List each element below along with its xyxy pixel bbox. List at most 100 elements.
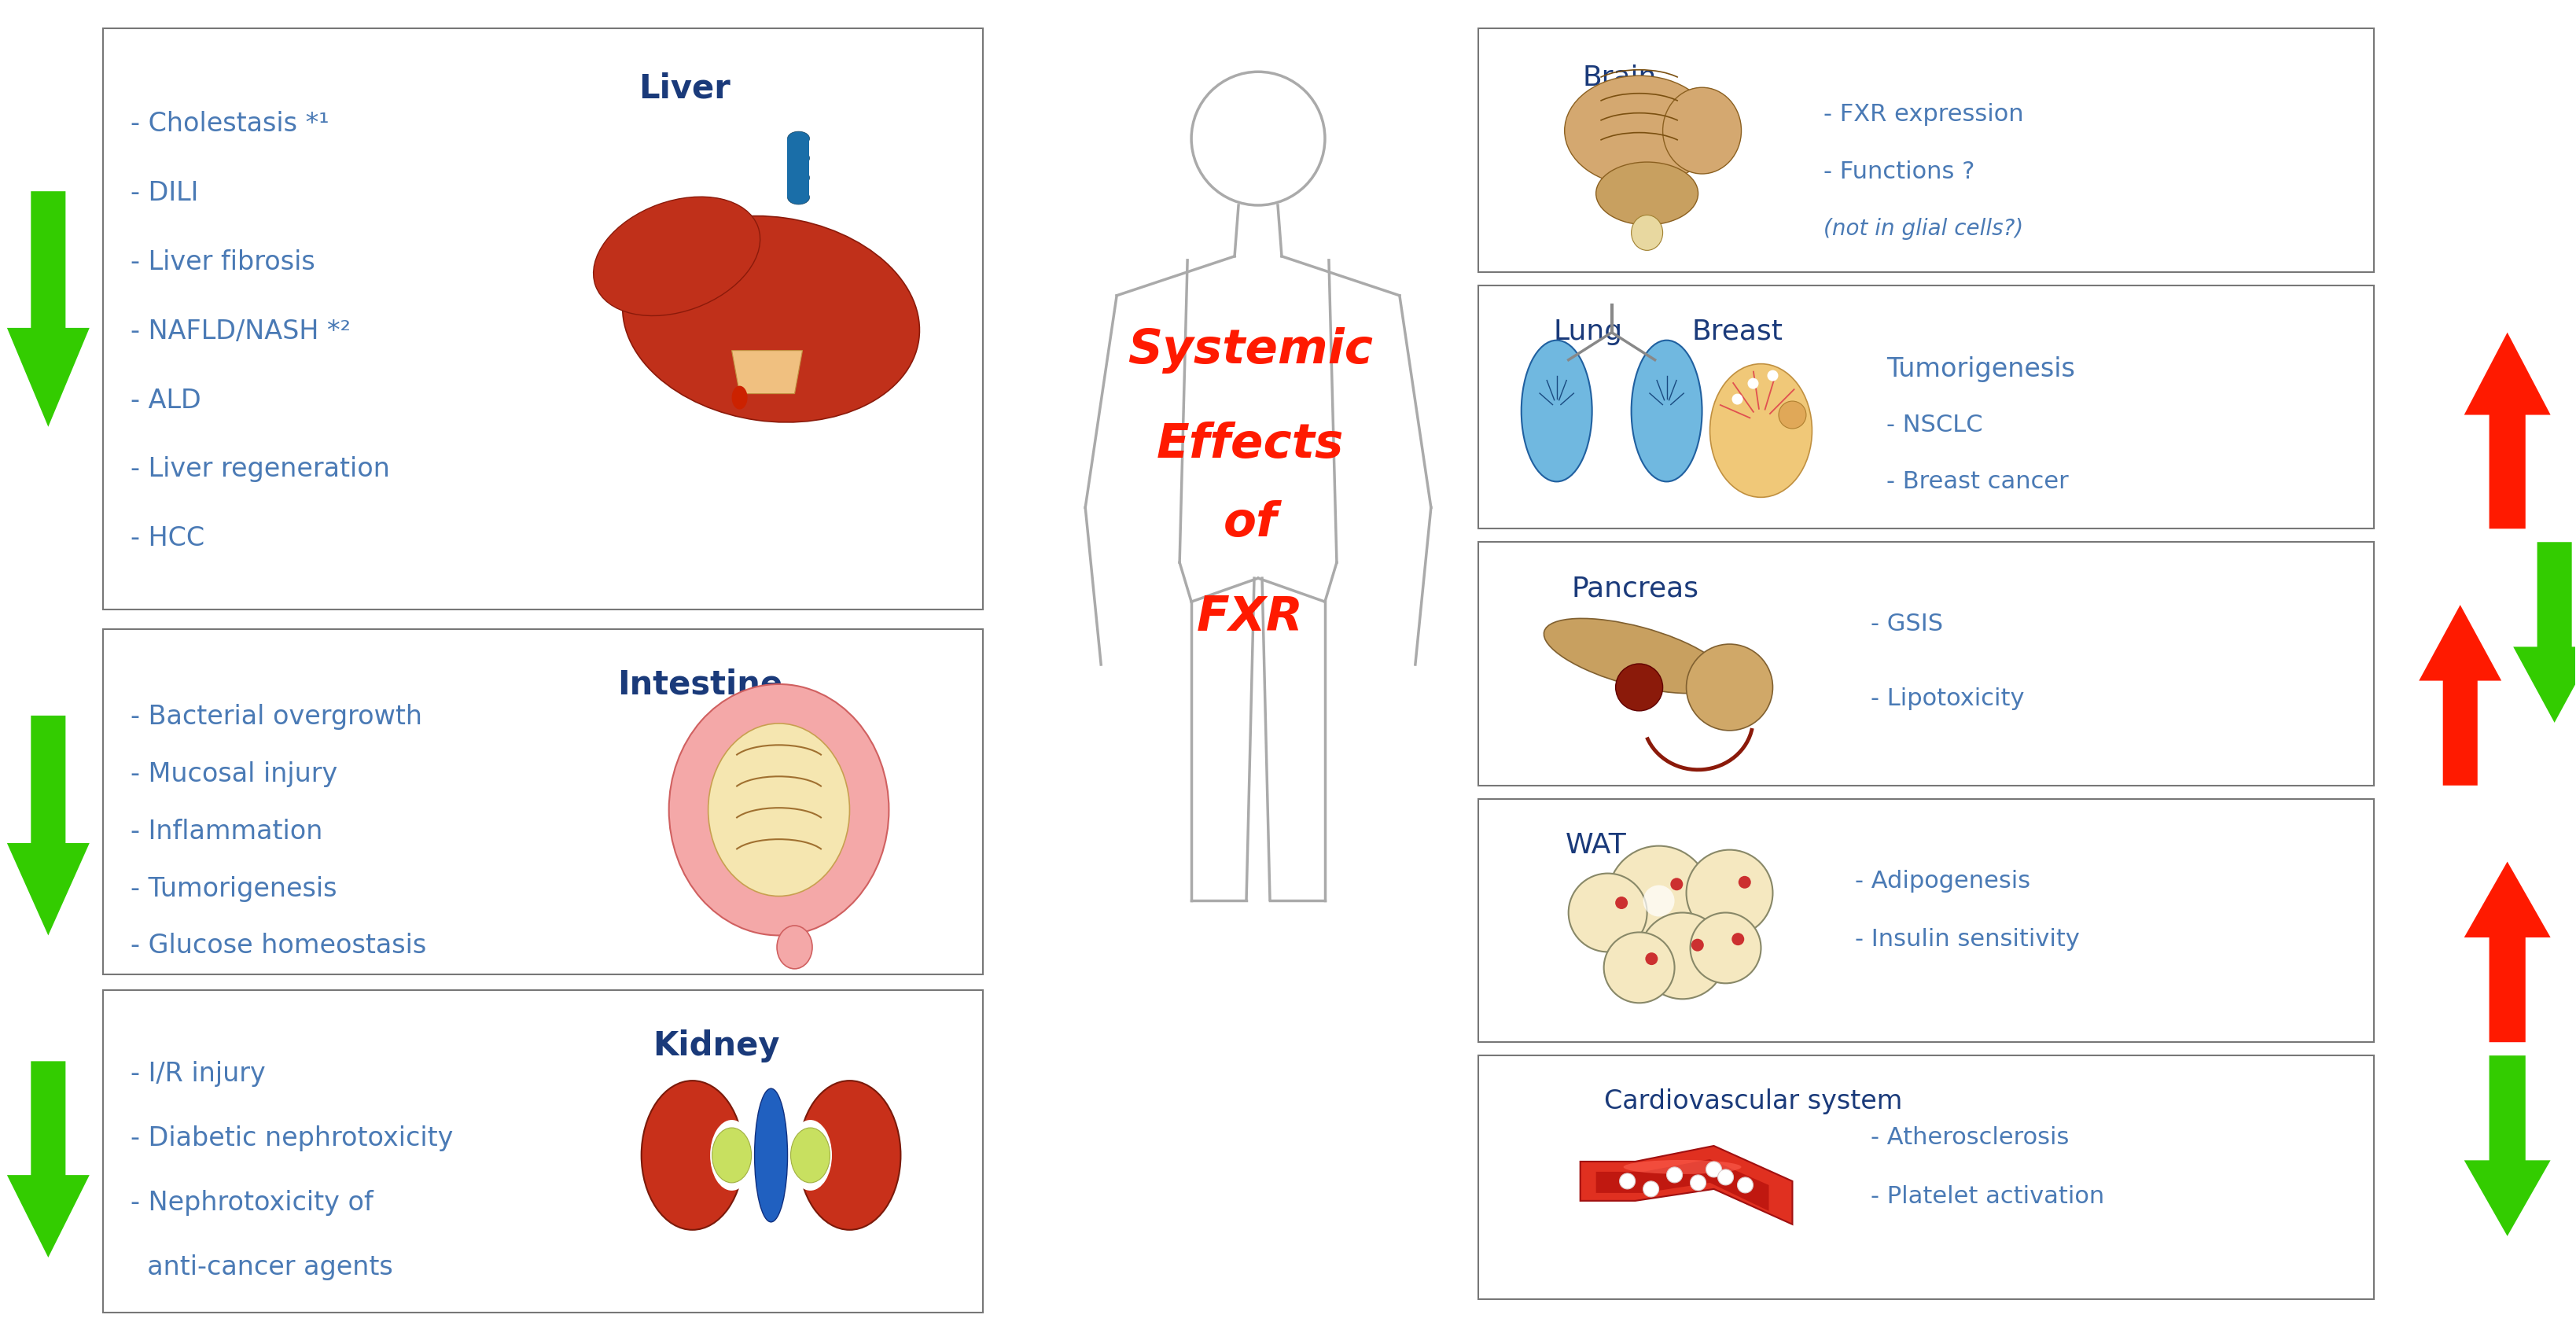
Text: - Cholestasis *¹: - Cholestasis *¹ [131,111,330,137]
Ellipse shape [788,132,809,145]
Circle shape [1605,932,1674,1002]
Text: - GSIS: - GSIS [1870,613,1942,636]
Text: - HCC: - HCC [131,525,204,552]
Ellipse shape [791,1128,829,1182]
Bar [1479,543,2372,785]
Polygon shape [2465,332,2550,529]
Text: Tumorigenesis: Tumorigenesis [1886,356,2076,383]
Circle shape [1646,953,1659,965]
Bar [103,28,984,609]
Ellipse shape [1522,340,1592,481]
Text: - Bacterial overgrowth: - Bacterial overgrowth [131,704,422,729]
Bar [1479,285,2372,529]
Polygon shape [2465,861,2550,1042]
Ellipse shape [788,1120,832,1190]
Ellipse shape [1631,215,1662,251]
Text: - Glucose homeostasis: - Glucose homeostasis [131,933,428,958]
Text: - Liver regeneration: - Liver regeneration [131,456,389,483]
Ellipse shape [799,1081,902,1230]
Circle shape [1615,897,1628,909]
Circle shape [1669,878,1682,890]
Circle shape [1718,1169,1734,1185]
Text: - Insulin sensitivity: - Insulin sensitivity [1855,928,2079,952]
Ellipse shape [623,216,920,423]
Ellipse shape [592,197,760,316]
Text: FXR: FXR [1198,595,1303,641]
Ellipse shape [732,385,747,409]
Polygon shape [8,191,90,427]
Text: - Breast cancer: - Breast cancer [1886,471,2069,493]
Circle shape [1739,876,1752,889]
Text: Kidney: Kidney [652,1029,781,1062]
Polygon shape [1579,1146,1793,1224]
Ellipse shape [778,925,811,969]
Text: - DILI: - DILI [131,180,198,207]
Bar [1479,28,2372,272]
Bar [1479,1056,2372,1298]
Ellipse shape [1662,88,1741,173]
Bar [103,629,984,974]
Text: WAT: WAT [1566,832,1625,858]
Circle shape [1620,1173,1636,1189]
Polygon shape [2514,543,2576,722]
Ellipse shape [670,684,889,936]
Ellipse shape [711,1128,752,1182]
Bar [1479,798,2372,1042]
Circle shape [1767,371,1777,381]
Text: Cardiovascular system: Cardiovascular system [1605,1089,1901,1114]
Ellipse shape [788,171,809,185]
Bar [103,990,984,1312]
Text: Systemic: Systemic [1128,328,1373,373]
Text: Pancreas: Pancreas [1571,575,1700,601]
Ellipse shape [1543,619,1726,693]
Text: - Lipotoxicity: - Lipotoxicity [1870,688,2025,710]
Text: - Adipogenesis: - Adipogenesis [1855,869,2030,892]
Ellipse shape [1615,664,1662,710]
Text: - FXR expression: - FXR expression [1824,103,2025,125]
Text: of: of [1224,500,1278,547]
Text: - Atherosclerosis: - Atherosclerosis [1870,1126,2069,1149]
Polygon shape [8,716,90,936]
Text: - ALD: - ALD [131,388,201,413]
Ellipse shape [788,151,809,165]
Ellipse shape [1710,364,1811,497]
Circle shape [1690,913,1762,984]
Ellipse shape [1777,401,1806,429]
Text: Lung: Lung [1553,319,1623,345]
Ellipse shape [1564,76,1713,185]
Bar [786,139,809,197]
Circle shape [1687,850,1772,936]
Text: Intestine: Intestine [618,668,783,701]
Ellipse shape [641,1081,744,1230]
Text: - NAFLD/NASH *²: - NAFLD/NASH *² [131,319,350,344]
Ellipse shape [1597,163,1698,225]
Text: (not in glial cells?): (not in glial cells?) [1824,217,2025,240]
Circle shape [1607,846,1710,948]
Text: Breast: Breast [1692,319,1783,345]
Ellipse shape [788,191,809,204]
Circle shape [1667,1166,1682,1182]
Circle shape [1690,1174,1705,1190]
Text: anti-cancer agents: anti-cancer agents [131,1254,394,1280]
Polygon shape [732,351,804,393]
Polygon shape [2465,1056,2550,1236]
Text: - Mucosal injury: - Mucosal injury [131,761,337,786]
Text: - I/R injury: - I/R injury [131,1061,265,1086]
Text: - Tumorigenesis: - Tumorigenesis [131,876,337,901]
Circle shape [1643,1181,1659,1197]
Circle shape [1638,913,1726,998]
Text: - Nephrotoxicity of: - Nephrotoxicity of [131,1190,374,1216]
Circle shape [1569,873,1646,952]
Circle shape [1705,1161,1721,1177]
Text: - NSCLC: - NSCLC [1886,413,1984,436]
Polygon shape [8,1061,90,1257]
Text: Liver: Liver [639,72,732,105]
Ellipse shape [711,1120,752,1190]
Polygon shape [1597,1160,1770,1210]
Text: Brain: Brain [1582,64,1656,91]
Text: - Platelet activation: - Platelet activation [1870,1185,2105,1208]
Circle shape [1643,885,1674,917]
Text: - Functions ?: - Functions ? [1824,160,1976,183]
Ellipse shape [755,1089,788,1222]
Ellipse shape [1631,340,1703,481]
